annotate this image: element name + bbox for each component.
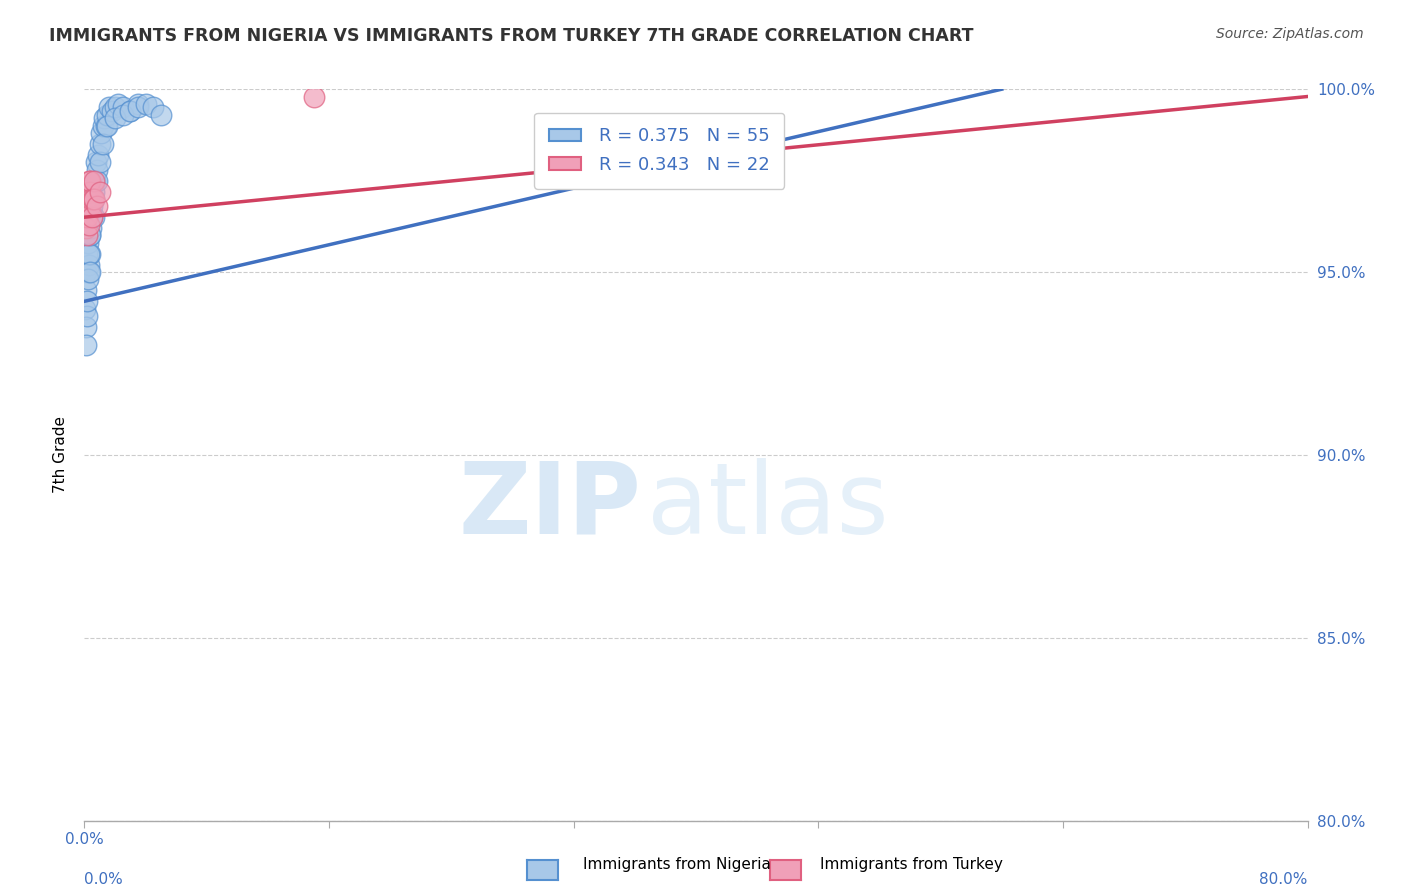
- Point: [77, 265, 100, 279]
- Point: [75, 284, 97, 298]
- Point: [104, 100, 127, 114]
- Point: [83, 210, 105, 224]
- Point: [96, 108, 118, 122]
- Point: [111, 108, 134, 122]
- Point: [76, 294, 98, 309]
- Point: [79, 185, 101, 199]
- Legend: R = 0.375   N = 55, R = 0.343   N = 22: R = 0.375 N = 55, R = 0.343 N = 22: [534, 113, 785, 188]
- Point: [86, 173, 108, 187]
- Point: [77, 272, 100, 286]
- Point: [302, 89, 325, 103]
- Point: [77, 192, 100, 206]
- Point: [82, 192, 104, 206]
- Text: 80.0%: 80.0%: [1260, 871, 1308, 887]
- Point: [76, 210, 98, 224]
- Point: [91, 119, 114, 133]
- Point: [83, 185, 105, 199]
- Text: ZIP: ZIP: [458, 458, 641, 555]
- Point: [80, 221, 103, 235]
- Point: [77, 258, 100, 272]
- Point: [77, 199, 100, 213]
- Text: atlas: atlas: [647, 458, 889, 555]
- Point: [104, 112, 127, 126]
- Point: [75, 301, 97, 316]
- Point: [79, 173, 101, 187]
- Point: [127, 96, 149, 111]
- Text: Immigrants from Turkey: Immigrants from Turkey: [820, 857, 1002, 872]
- Point: [86, 199, 108, 213]
- Point: [107, 96, 129, 111]
- Point: [76, 185, 98, 199]
- Point: [86, 162, 108, 177]
- Point: [89, 185, 111, 199]
- Point: [75, 221, 97, 235]
- Point: [84, 155, 107, 169]
- Text: IMMIGRANTS FROM NIGERIA VS IMMIGRANTS FROM TURKEY 7TH GRADE CORRELATION CHART: IMMIGRANTS FROM NIGERIA VS IMMIGRANTS FR…: [49, 27, 974, 45]
- Point: [94, 119, 117, 133]
- Point: [80, 210, 103, 224]
- Point: [76, 228, 98, 243]
- Point: [101, 104, 124, 119]
- Point: [76, 192, 98, 206]
- Point: [80, 210, 103, 224]
- Point: [127, 100, 149, 114]
- Point: [89, 155, 111, 169]
- Point: [80, 199, 103, 213]
- Point: [90, 126, 112, 140]
- Point: [80, 192, 103, 206]
- Text: 0.0%: 0.0%: [84, 871, 124, 887]
- Point: [79, 199, 101, 213]
- Point: [77, 218, 100, 232]
- Point: [75, 199, 97, 213]
- Point: [79, 265, 101, 279]
- Point: [84, 173, 107, 187]
- Point: [75, 210, 97, 224]
- Point: [89, 136, 111, 151]
- Point: [82, 192, 104, 206]
- Point: [77, 173, 100, 187]
- Point: [76, 228, 98, 243]
- Point: [135, 96, 157, 111]
- Point: [120, 104, 142, 119]
- Point: [76, 210, 98, 224]
- Point: [111, 100, 134, 114]
- Text: Source: ZipAtlas.com: Source: ZipAtlas.com: [1216, 27, 1364, 41]
- Point: [83, 192, 105, 206]
- Point: [75, 265, 97, 279]
- Point: [75, 338, 97, 352]
- Point: [75, 319, 97, 334]
- Point: [96, 119, 118, 133]
- Point: [79, 228, 101, 243]
- Point: [76, 309, 98, 323]
- Point: [149, 108, 172, 122]
- Point: [76, 246, 98, 260]
- Point: [83, 192, 105, 206]
- Point: [79, 246, 101, 260]
- Y-axis label: 7th Grade: 7th Grade: [53, 417, 69, 493]
- Point: [142, 100, 165, 114]
- Point: [97, 100, 120, 114]
- Point: [91, 136, 114, 151]
- Point: [79, 228, 101, 243]
- Point: [77, 246, 100, 260]
- Point: [120, 104, 142, 119]
- Point: [76, 228, 98, 243]
- Point: [77, 235, 100, 250]
- Text: Immigrants from Nigeria: Immigrants from Nigeria: [583, 857, 772, 872]
- Point: [83, 173, 105, 187]
- Point: [93, 112, 115, 126]
- Point: [87, 148, 110, 162]
